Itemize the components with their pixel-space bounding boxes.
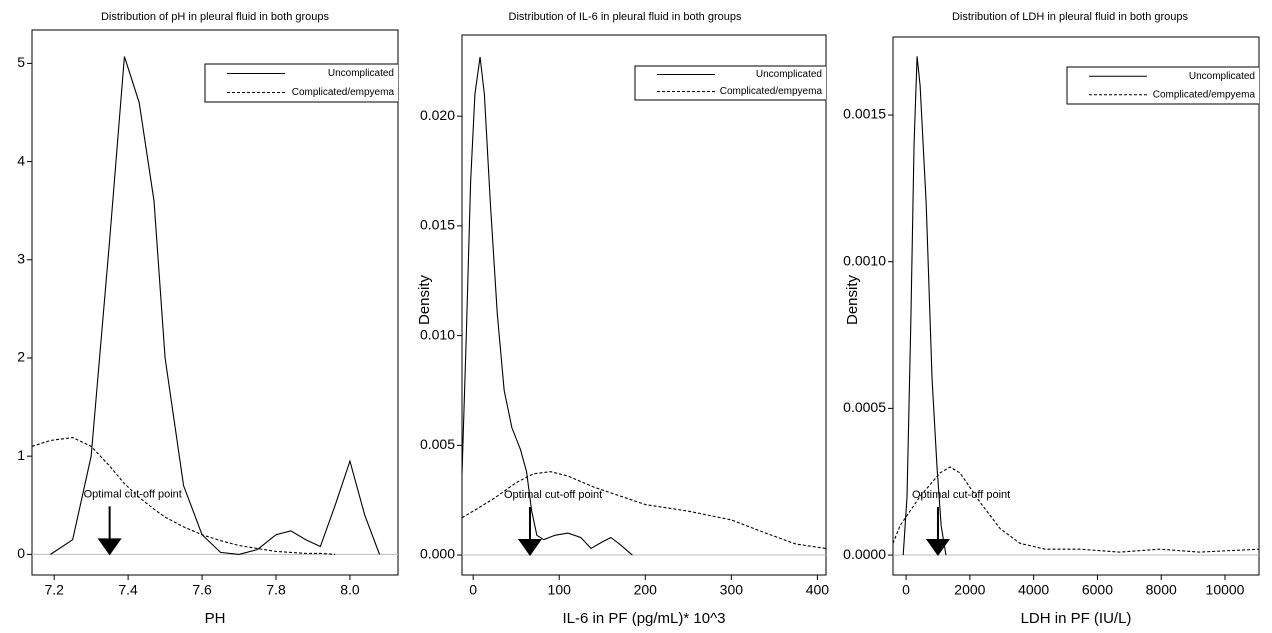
x-tick-label: 7.8 xyxy=(266,582,286,598)
chart-title: Distribution of LDH in pleural fluid in … xyxy=(952,11,1189,23)
legend: Uncomplicated Complicated/empyema xyxy=(1066,66,1259,105)
legend-label: Complicated/empyema xyxy=(1153,89,1256,100)
cutoff-arrow-head xyxy=(97,538,122,556)
y-axis-label: Density xyxy=(416,274,433,325)
annotation: Optimal cut-off point xyxy=(912,489,1010,501)
legend-label: Uncomplicated xyxy=(756,69,822,80)
x-tick-label: 7.4 xyxy=(118,582,138,598)
y-tick-label: 0.0005 xyxy=(843,399,886,415)
density-line xyxy=(462,471,826,549)
plot-frame xyxy=(461,34,827,576)
density-line xyxy=(902,56,947,556)
y-tick-label: 0.020 xyxy=(420,107,455,123)
legend-label: Uncomplicated xyxy=(1189,71,1255,82)
x-tick-label: 2000 xyxy=(954,582,985,598)
x-tick-label: 400 xyxy=(806,582,830,598)
legend-label: Uncomplicated xyxy=(328,68,394,79)
plot-area: Uncomplicated Complicated/empyema xyxy=(462,56,826,557)
y-tick-label: 2 xyxy=(17,349,25,365)
x-axis-label: PH xyxy=(205,610,226,627)
x-tick-label: 0 xyxy=(902,582,910,598)
panel: Distribution of IL-6 in pleural fluid in… xyxy=(416,11,830,627)
y-tick-label: 0.0000 xyxy=(843,546,886,562)
y-tick-label: 1 xyxy=(17,447,25,463)
y-axis-label: Density xyxy=(844,274,861,325)
y-tick-label: 0.005 xyxy=(420,436,455,452)
x-tick-label: 8.0 xyxy=(340,582,360,598)
plot-frame xyxy=(892,36,1260,576)
x-tick-label: 4000 xyxy=(1018,582,1049,598)
density-line xyxy=(893,466,1259,553)
y-tick-label: 0.015 xyxy=(420,217,455,233)
chart-title: Distribution of IL-6 in pleural fluid in… xyxy=(509,11,742,23)
density-line xyxy=(50,56,381,555)
y-tick-label: 0.0015 xyxy=(843,106,886,122)
legend-label: Complicated/empyema xyxy=(292,87,395,98)
cutoff-arrow-head xyxy=(517,539,542,557)
legend-box xyxy=(634,65,826,101)
y-tick-label: 0 xyxy=(17,545,25,561)
legend: Uncomplicated Complicated/empyema xyxy=(634,65,826,101)
x-tick-label: 7.2 xyxy=(44,582,64,598)
panel: Distribution of LDH in pleural fluid in … xyxy=(843,11,1260,627)
panel: Distribution of pH in pleural fluid in b… xyxy=(17,11,399,627)
legend-box xyxy=(1066,66,1259,105)
y-tick-label: 0.0010 xyxy=(843,252,886,268)
y-tick-label: 0.010 xyxy=(420,326,455,342)
annotation: Optimal cut-off point xyxy=(84,488,182,500)
legend: Uncomplicated Complicated/empyema xyxy=(204,63,398,103)
x-tick-label: 300 xyxy=(720,582,744,598)
x-tick-label: 100 xyxy=(548,582,572,598)
legend-box xyxy=(204,63,398,103)
x-tick-label: 7.6 xyxy=(192,582,212,598)
x-tick-label: 6000 xyxy=(1082,582,1113,598)
plot-area: Uncomplicated Complicated/empyema xyxy=(893,56,1259,557)
y-tick-label: 0.000 xyxy=(420,546,455,562)
x-tick-label: 200 xyxy=(634,582,658,598)
x-axis-label: IL-6 in PF (pg/mL)* 10^3 xyxy=(563,610,726,627)
density-line xyxy=(32,436,336,555)
plot-frame xyxy=(31,29,399,576)
x-tick-label: 10000 xyxy=(1206,582,1245,598)
y-tick-label: 3 xyxy=(17,250,25,266)
chart-title: Distribution of pH in pleural fluid in b… xyxy=(101,11,330,23)
density-line xyxy=(462,56,633,556)
annotation: Optimal cut-off point xyxy=(504,489,602,501)
plot-area: Uncomplicated Complicated/empyema xyxy=(32,56,398,556)
y-tick-label: 5 xyxy=(17,54,25,70)
legend-label: Complicated/empyema xyxy=(720,86,823,97)
x-tick-label: 0 xyxy=(469,582,477,598)
x-tick-label: 8000 xyxy=(1146,582,1177,598)
y-tick-label: 4 xyxy=(17,152,25,168)
x-axis-label: LDH in PF (IU/L) xyxy=(1021,610,1132,627)
cutoff-arrow-head xyxy=(925,539,950,557)
